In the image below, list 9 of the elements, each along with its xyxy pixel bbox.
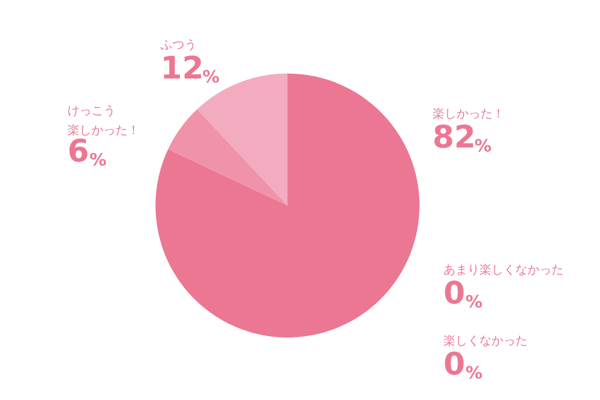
data-label: 82% xyxy=(432,120,492,156)
slice-label: けっこう楽しかった！ xyxy=(68,104,140,138)
category-label: あまり楽しくなかった xyxy=(444,262,564,276)
text: 0% xyxy=(444,346,483,384)
data-label: 12% xyxy=(160,50,220,88)
slice-label: ふつう xyxy=(160,38,196,52)
text: 0% xyxy=(444,276,483,312)
category-label: 楽しくなかった xyxy=(444,334,528,348)
slice-label: 楽しかった！ xyxy=(432,106,504,120)
